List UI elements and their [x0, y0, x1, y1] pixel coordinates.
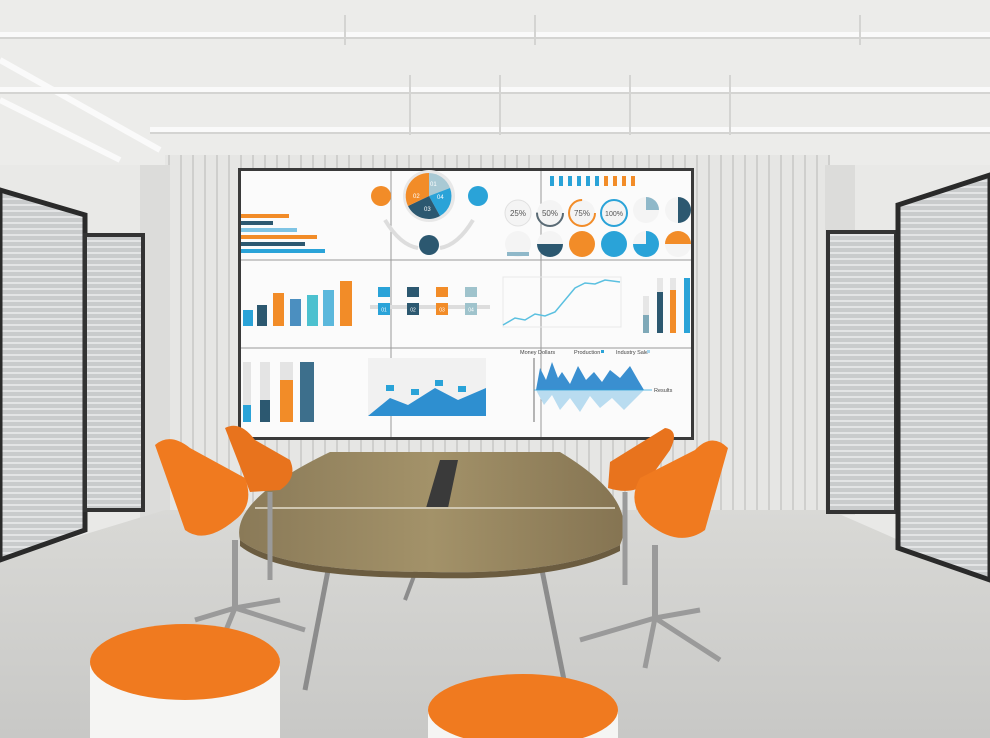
- line-chart: [502, 276, 690, 333]
- gauge-label: 25%: [510, 209, 526, 218]
- orange-stool-left: [90, 624, 280, 738]
- pie-label: 04: [437, 195, 444, 201]
- column-chart: [243, 281, 352, 326]
- lock-icon: [419, 235, 439, 255]
- right-glass-door: [826, 172, 990, 583]
- gauge-label: 50%: [542, 209, 558, 218]
- step-label: 01: [381, 308, 387, 314]
- step-label: 04: [468, 308, 474, 314]
- legend-industry-sale: Industry Sale: [616, 350, 648, 356]
- orange-stool-right: [428, 674, 618, 738]
- wave-x-label: Results: [654, 388, 673, 394]
- orange-chair-left-front: [155, 439, 306, 646]
- horizontal-bar-chart: [241, 214, 325, 253]
- step-label: 03: [439, 308, 445, 314]
- percentage-gauges: 25% 50% 75% 100%: [504, 197, 691, 257]
- steps-infographic: 01 02 03 04: [370, 287, 490, 315]
- orange-chair-right-back: [608, 428, 674, 585]
- gauge-label: 75%: [574, 209, 590, 218]
- pie-label: 02: [413, 194, 420, 200]
- people-icons: [550, 176, 635, 186]
- gauge-label: 100%: [605, 211, 623, 218]
- orange-chair-left-back: [225, 425, 293, 580]
- step-label: 02: [410, 308, 416, 314]
- orange-chair-right-front: [579, 440, 728, 669]
- legend-production: Production: [574, 350, 600, 356]
- wave-y-label: Money Dollars: [520, 350, 555, 356]
- pie-infographic: 01 02 03 04: [371, 170, 488, 255]
- wave-chart: Money Dollars Production Industry Sale R…: [520, 350, 673, 422]
- video-wall: 01 02 03 04 25% 50% 75% 100%: [238, 168, 694, 440]
- tall-bar-chart: [243, 362, 314, 422]
- pie-label: 03: [424, 207, 431, 213]
- pie-label: 01: [430, 182, 437, 188]
- area-chart: [368, 358, 486, 416]
- meeting-table: [239, 452, 624, 691]
- left-glass-door: [0, 187, 145, 563]
- ceiling: [0, 0, 990, 165]
